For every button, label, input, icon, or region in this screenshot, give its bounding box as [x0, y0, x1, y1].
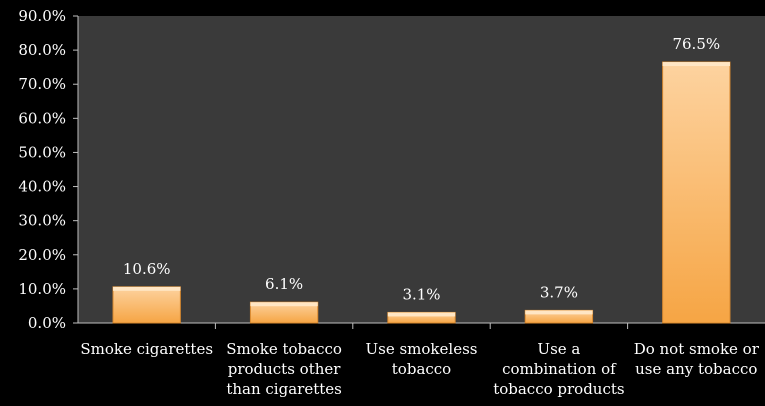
data-label: 6.1%: [265, 275, 303, 293]
category-label: Use smokeless: [366, 340, 478, 358]
plot-area: [78, 16, 765, 323]
y-tick-label: 80.0%: [18, 41, 66, 59]
bar-highlight: [662, 62, 730, 67]
y-tick-label: 60.0%: [18, 109, 66, 127]
data-label: 76.5%: [672, 35, 720, 53]
category-label: tobacco: [392, 360, 451, 378]
bars-group: [112, 61, 731, 324]
category-label: Use a: [537, 340, 580, 358]
bar-highlight: [525, 310, 593, 315]
category-label: than cigarettes: [226, 380, 341, 398]
y-tick-label: 90.0%: [18, 7, 66, 25]
data-label: 3.1%: [402, 285, 440, 303]
category-label: use any tobacco: [635, 360, 757, 378]
x-axis: [78, 322, 765, 329]
category-label: tobacco products: [493, 380, 624, 398]
y-tick-label: 50.0%: [18, 143, 66, 161]
category-label: combination of: [502, 360, 617, 378]
bar-highlight: [113, 286, 181, 291]
category-label: products other: [228, 360, 342, 378]
bar: [112, 286, 181, 324]
data-label: 3.7%: [540, 283, 578, 301]
y-tick-label: 70.0%: [18, 75, 66, 93]
bar-highlight: [250, 302, 318, 307]
y-axis: 0.0% 10.0% 20.0% 30.0% 40.0% 50.0% 60.0% 70.0% 8…: [18, 7, 79, 332]
bar-highlight: [387, 312, 456, 317]
data-label: 10.6%: [123, 260, 171, 278]
y-tick-label: 40.0%: [18, 178, 66, 196]
y-tick-label: 20.0%: [18, 246, 66, 264]
category-label: Smoke tobacco: [226, 340, 342, 358]
y-tick-label: 30.0%: [18, 212, 66, 230]
y-tick-label: 10.0%: [18, 280, 66, 298]
bar: [662, 61, 731, 324]
data-labels-group: 10.6% 6.1% 3.1% 3.7% 76.5%: [123, 35, 720, 303]
category-labels-group: Smoke cigarettes Smoke tobacco products ot…: [80, 340, 759, 398]
category-label: Do not smoke or: [634, 340, 760, 358]
y-tick-label: 0.0%: [28, 314, 66, 332]
category-label: Smoke cigarettes: [80, 340, 213, 358]
